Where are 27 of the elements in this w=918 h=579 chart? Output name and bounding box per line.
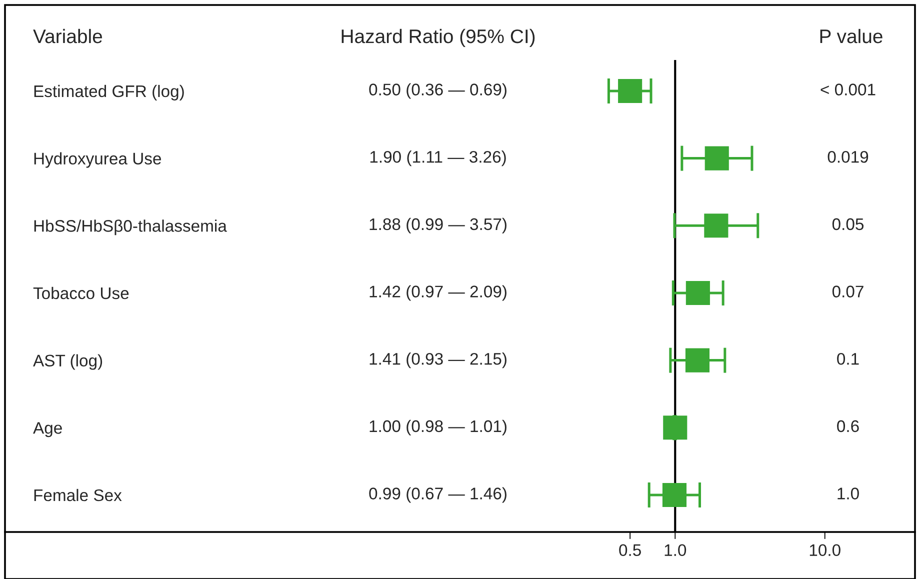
- y-tick-label: AST (log): [33, 354, 102, 370]
- annotation: 1.90 (1.11 — 3.26): [370, 150, 506, 166]
- y-tick-label: HbSS/HbSβ0-thalassemia: [34, 220, 227, 236]
- annotation: 1.0: [838, 488, 859, 500]
- annotation: Variable: [33, 28, 102, 44]
- annotation: Hazard Ratio (95% CI): [342, 28, 535, 48]
- annotation: 0.1: [837, 352, 859, 365]
- y-tick-label: Tobacco Use: [33, 286, 129, 300]
- annotation: P value: [820, 28, 882, 44]
- y-tick-label: Hydroxyurea Use: [34, 152, 162, 168]
- x-tick-label: 0.5: [619, 544, 641, 556]
- annotation: 0.05: [832, 218, 864, 230]
- y-tick-label: Age: [33, 422, 62, 438]
- annotation: 1.42 (0.97 — 2.09): [370, 285, 506, 301]
- annotation: 0.019: [828, 150, 868, 163]
- annotation: 1.88 (0.99 — 3.57): [370, 218, 506, 234]
- y-tick-label: Female Sex: [34, 488, 122, 502]
- x-tick-label: 1.0: [664, 544, 686, 556]
- annotation: 1.00 (0.98 — 1.01): [370, 420, 506, 436]
- annotation: 0.50 (0.36 — 0.69): [369, 83, 506, 99]
- annotation: 0.99 (0.67 — 1.46): [369, 487, 506, 503]
- annotation: 0.6: [837, 420, 859, 432]
- annotation: < 0.001: [820, 84, 876, 96]
- annotation: 0.07: [832, 286, 864, 298]
- x-tick-label: 10.0: [810, 544, 840, 556]
- y-tick-label: Estimated GFR (log): [34, 84, 184, 100]
- annotation: 1.41 (0.93 — 2.15): [370, 352, 506, 368]
